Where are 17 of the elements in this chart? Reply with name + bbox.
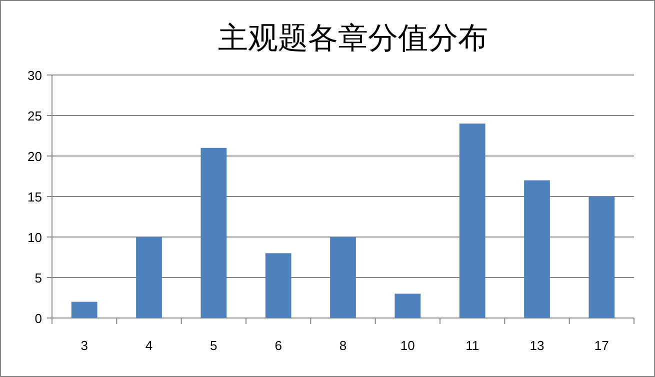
x-tick-label: 13 xyxy=(530,338,544,353)
x-tick-label: 11 xyxy=(466,338,480,353)
y-tick-label: 10 xyxy=(28,230,42,245)
title: 主观题各章分值分布 xyxy=(218,22,488,55)
x-tick-label: 8 xyxy=(339,338,347,353)
x-tick-label: 6 xyxy=(274,338,282,353)
y-tick-label: 0 xyxy=(34,311,42,326)
x-tick-label: 4 xyxy=(145,338,153,353)
x-tick-label: 5 xyxy=(210,338,218,353)
y-tick-label: 15 xyxy=(28,190,42,204)
x-tick-label: 10 xyxy=(400,338,415,353)
y-tick-label: 20 xyxy=(28,149,42,164)
y-tick-label: 25 xyxy=(28,108,42,124)
x-tick-label: 3 xyxy=(80,338,88,353)
y-tick-label: 30 xyxy=(28,68,42,83)
y-tick-label: 5 xyxy=(34,270,42,286)
x-tick-label: 17 xyxy=(594,338,609,353)
